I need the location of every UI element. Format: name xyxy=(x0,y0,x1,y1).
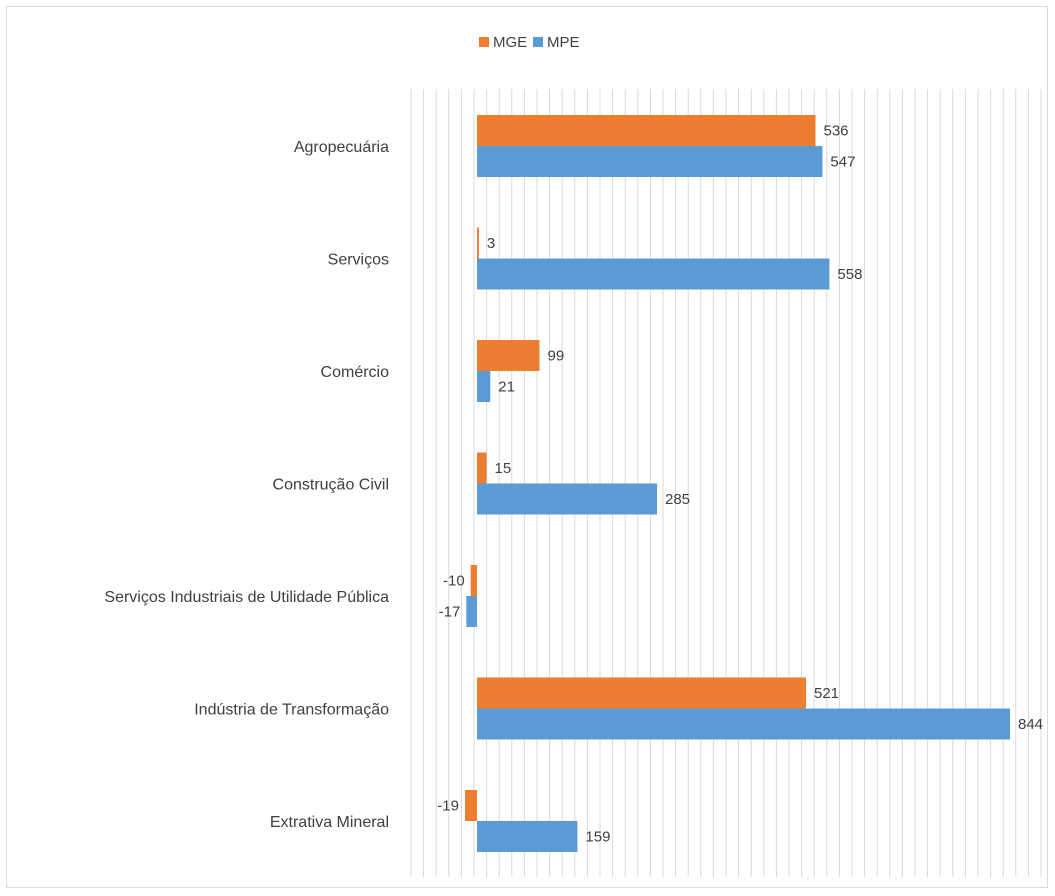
category-label-construcao-civil: Construção Civil xyxy=(273,477,389,494)
gridlines xyxy=(410,89,1042,877)
bar-mpe-servicos xyxy=(477,258,830,290)
bar-mpe-servicos-industriais-de-utilidade-publica xyxy=(466,596,477,627)
category-label-servicos: Serviços xyxy=(328,252,389,269)
data-label-mpe-agropecuaria: 547 xyxy=(830,154,855,171)
bar-mge-comercio xyxy=(477,340,540,371)
bar-mge-servicos xyxy=(477,227,479,259)
data-label-mge-extrativa-mineral: -19 xyxy=(437,798,459,815)
legend-key-mge xyxy=(479,37,489,47)
data-label-mpe-extrativa-mineral: 159 xyxy=(585,829,610,846)
chart-frame: 536 547 3 558 99 21 15 285 -10 -17 521 844 -19 159 Ag… xyxy=(6,6,1048,888)
bar-mpe-extrativa-mineral xyxy=(477,821,578,852)
category-label-servicos-industriais-de-utilidade-publica: Serviços Industriais de Utilidade Públic… xyxy=(104,589,389,606)
category-label-industria-de-transformacao: Indústria de Transformação xyxy=(194,702,389,719)
bar-mge-extrativa-mineral xyxy=(465,790,477,821)
category-label-comercio: Comércio xyxy=(321,364,390,381)
data-label-mge-servicos: 3 xyxy=(487,235,495,252)
data-label-mpe-servicos: 558 xyxy=(837,266,862,283)
data-label-mge-construcao-civil: 15 xyxy=(495,460,512,477)
bar-mge-construcao-civil xyxy=(477,452,487,484)
data-label-mge-agropecuaria: 536 xyxy=(824,123,849,140)
bar-mge-servicos-industriais-de-utilidade-publica xyxy=(470,565,477,596)
bar-mge-agropecuaria xyxy=(477,115,816,146)
data-label-mge-comercio: 99 xyxy=(548,348,565,365)
legend-key-mpe xyxy=(533,37,543,47)
bar-mpe-comercio xyxy=(477,371,491,402)
data-label-mpe-comercio: 21 xyxy=(498,379,515,396)
bar-chart: 536 547 3 558 99 21 15 285 -10 -17 521 844 -19 159 Ag… xyxy=(104,34,1043,877)
data-label-mpe-industria-de-transformacao: 844 xyxy=(1018,716,1043,733)
bar-mge-industria-de-transformacao xyxy=(477,677,806,709)
data-label-mge-industria-de-transformacao: 521 xyxy=(814,685,839,702)
data-label-mpe-construcao-civil: 285 xyxy=(665,491,690,508)
category-labels: Agropecuária Serviços Comércio Construção C… xyxy=(104,139,389,831)
data-label-mpe-servicos-industriais-de-utilidade-publica: -17 xyxy=(439,604,461,621)
bar-mpe-industria-de-transformacao xyxy=(477,708,1010,740)
category-label-agropecuaria: Agropecuária xyxy=(294,139,389,156)
bar-mpe-construcao-civil xyxy=(477,483,657,515)
legend-label-mpe: MPE xyxy=(547,34,580,51)
legend-label-mge: MGE xyxy=(493,34,527,51)
data-label-mge-servicos-industriais-de-utilidade-publica: -10 xyxy=(443,573,465,590)
bar-mpe-agropecuaria xyxy=(477,146,823,177)
category-label-extrativa-mineral: Extrativa Mineral xyxy=(270,814,389,831)
bars xyxy=(465,115,1010,852)
data-labels: 536 547 3 558 99 21 15 285 -10 -17 521 844 -19 159 xyxy=(437,123,1043,846)
legend: MGE MPE xyxy=(479,34,580,51)
